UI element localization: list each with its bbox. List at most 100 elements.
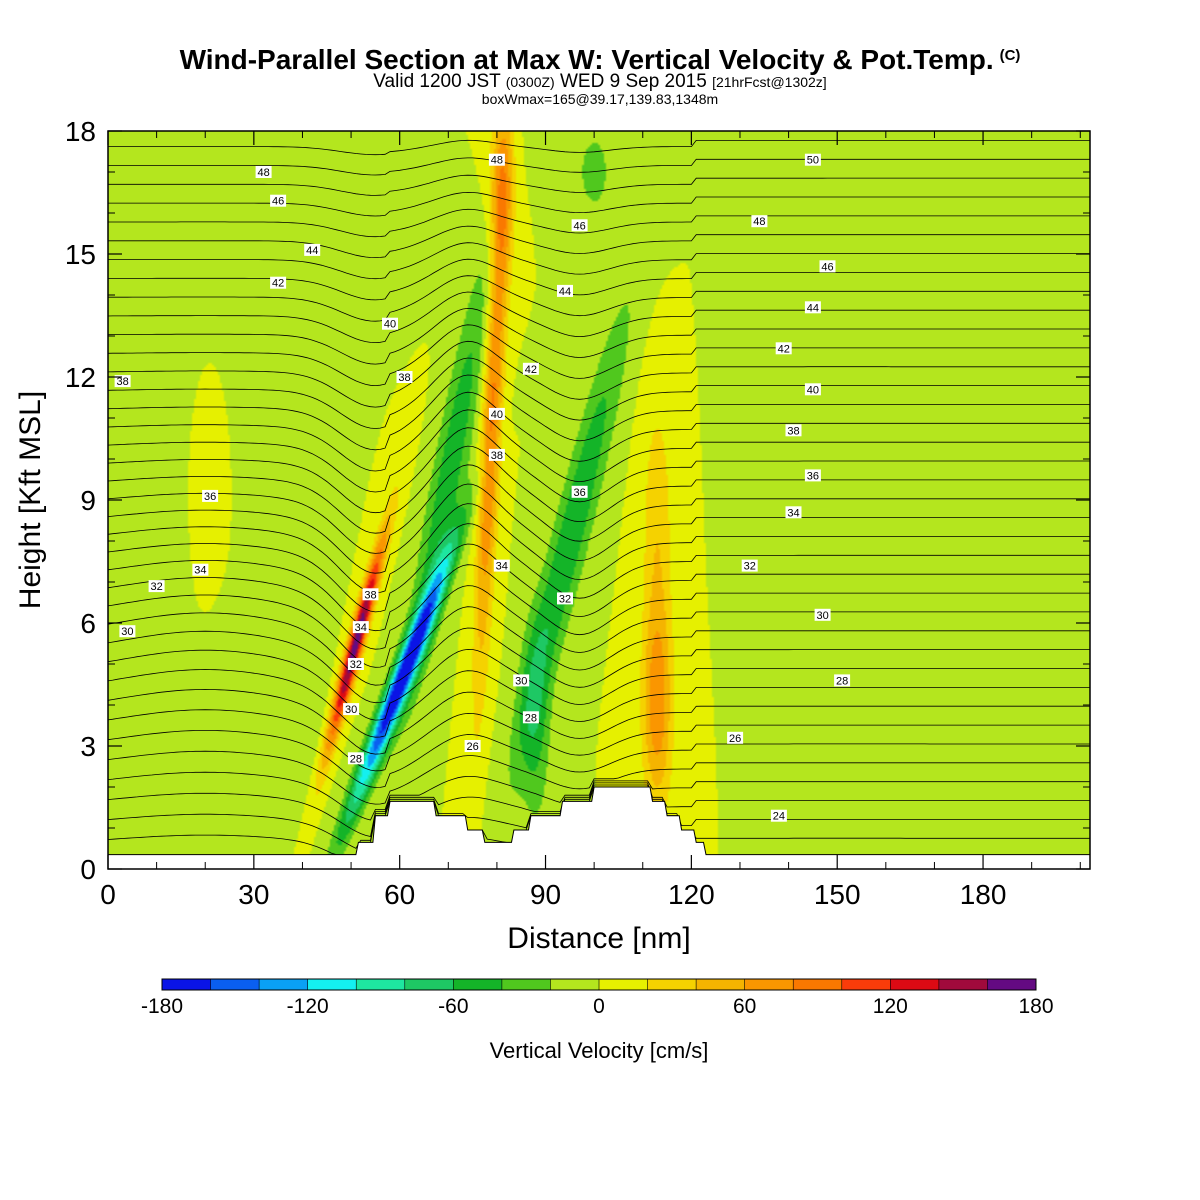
contour-label-text: 50 bbox=[807, 155, 819, 167]
contour-label-text: 30 bbox=[816, 610, 828, 622]
contour-label-box bbox=[488, 153, 505, 166]
contour-label: 38 bbox=[785, 424, 802, 437]
colorbar-swatch bbox=[210, 979, 260, 990]
vertical-velocity-field bbox=[108, 131, 1090, 869]
colorbar-swatch bbox=[793, 979, 843, 990]
contour-label-text: 36 bbox=[573, 487, 585, 499]
contour-label: 34 bbox=[352, 621, 369, 634]
colorbar-swatch bbox=[162, 979, 212, 990]
contour-label: 48 bbox=[751, 215, 768, 228]
contour-label: 34 bbox=[785, 506, 802, 519]
contour-labels: 48 46 44 42 40 38 38 36 34 32 30 48 46 44 42 40 38 36 34 32… bbox=[114, 153, 851, 823]
contour-label: 48 bbox=[488, 153, 505, 167]
contour-label: 34 bbox=[192, 563, 209, 577]
y-tick-label: 12 bbox=[65, 362, 96, 393]
valid-zulu: (0300Z) bbox=[505, 74, 555, 90]
contour-label: 46 bbox=[819, 260, 836, 273]
theta-contour-line bbox=[107, 730, 1090, 788]
contour-label-text: 48 bbox=[753, 216, 765, 228]
contour-label-text: 44 bbox=[306, 245, 318, 257]
contour-label-box bbox=[347, 752, 364, 765]
theta-contour-line bbox=[107, 709, 1090, 772]
contour-label-box bbox=[382, 317, 398, 330]
contour-label-box bbox=[834, 674, 851, 687]
colorbar-swatch bbox=[744, 979, 794, 990]
contour-label-box bbox=[347, 658, 364, 670]
contour-label: 28 bbox=[347, 752, 364, 765]
contour-label-text: 40 bbox=[807, 384, 819, 396]
colorbar-tick-label: 120 bbox=[873, 995, 908, 1018]
chart-title-text: Wind-Parallel Section at Max W: Vertical… bbox=[179, 44, 994, 75]
theta-contour-line bbox=[108, 157, 1090, 176]
contour-label: 34 bbox=[493, 559, 510, 573]
colorbar-tick-label: 0 bbox=[593, 995, 605, 1018]
contour-label: 36 bbox=[202, 489, 219, 503]
theta-contour-line bbox=[107, 503, 1090, 594]
forecast-info: [21hrFcst@1302z] bbox=[712, 74, 827, 90]
contour-label: 30 bbox=[513, 674, 530, 687]
contour-label-box bbox=[352, 621, 369, 634]
contour-label-text: 28 bbox=[836, 675, 848, 687]
contour-label-box bbox=[192, 563, 209, 576]
contour-label-text: 34 bbox=[194, 565, 206, 577]
contour-label-box bbox=[727, 731, 744, 744]
x-tick-label: 30 bbox=[238, 879, 269, 910]
contour-label-text: 24 bbox=[773, 811, 785, 823]
colorbar-swatch bbox=[404, 979, 454, 990]
chart-title: Wind-Parallel Section at Max W: Vertical… bbox=[0, 44, 1200, 76]
theta-contour-line bbox=[107, 771, 1090, 821]
colorbar-swatch bbox=[647, 979, 697, 990]
theta-contour-line bbox=[107, 523, 1090, 613]
contour-label-text: 36 bbox=[807, 470, 819, 482]
contour-label-box bbox=[522, 362, 539, 375]
x-tick-label: 150 bbox=[814, 879, 861, 910]
contour-label-box bbox=[557, 284, 573, 297]
theta-contour-line bbox=[108, 208, 1090, 238]
contour-label: 38 bbox=[362, 588, 379, 601]
theta-contour-line bbox=[107, 409, 1090, 493]
contour-label: 40 bbox=[804, 383, 821, 396]
contour-label-text: 34 bbox=[496, 561, 508, 573]
contour-label-box bbox=[255, 166, 272, 178]
contour-label-text: 32 bbox=[350, 659, 362, 671]
contour-label-box bbox=[270, 276, 287, 289]
contour-label-box bbox=[775, 342, 792, 355]
contour-label-box bbox=[114, 375, 131, 388]
x-tick-label: 90 bbox=[530, 879, 561, 910]
contour-label-text: 36 bbox=[204, 491, 216, 503]
contour-label-box bbox=[270, 194, 287, 207]
colorbar-swatch bbox=[938, 979, 988, 990]
theta-contour-line bbox=[107, 648, 1090, 721]
theta-contour-line bbox=[107, 782, 1090, 837]
contour-label-box bbox=[119, 625, 136, 638]
theta-contour-line bbox=[108, 275, 1090, 322]
x-tick-label: 120 bbox=[668, 879, 715, 910]
colorbar-tick-label: 180 bbox=[1018, 995, 1053, 1018]
theta-contour-line bbox=[108, 174, 1090, 196]
contour-label: 42 bbox=[522, 362, 539, 376]
theta-contour-line bbox=[107, 483, 1090, 574]
contour-label-box bbox=[396, 371, 413, 383]
x-tick-label: 0 bbox=[100, 879, 116, 910]
theta-contour-line bbox=[107, 543, 1090, 632]
colorbar-swatch bbox=[453, 979, 503, 990]
contour-label: 32 bbox=[347, 658, 364, 671]
contour-label-text: 42 bbox=[272, 278, 284, 290]
contour-label-text: 40 bbox=[384, 319, 396, 331]
contour-label: 32 bbox=[557, 592, 573, 605]
contour-label: 28 bbox=[522, 711, 539, 724]
contour-label-text: 28 bbox=[525, 712, 537, 724]
valid-prefix: Valid 1200 JST bbox=[373, 71, 501, 92]
contour-label: 38 bbox=[114, 375, 131, 388]
y-tick-label: 3 bbox=[80, 731, 96, 762]
theta-contour-line bbox=[107, 391, 1090, 472]
theta-contour-line bbox=[107, 324, 1090, 387]
contour-label-text: 30 bbox=[515, 675, 527, 687]
contour-label: 42 bbox=[775, 342, 792, 355]
contour-label: 44 bbox=[804, 301, 821, 314]
theta-contour-line bbox=[107, 427, 1090, 514]
contour-label-box bbox=[202, 489, 219, 502]
contour-label: 46 bbox=[270, 194, 287, 208]
theta-contour-line bbox=[107, 688, 1090, 755]
contour-label-text: 48 bbox=[491, 155, 503, 167]
